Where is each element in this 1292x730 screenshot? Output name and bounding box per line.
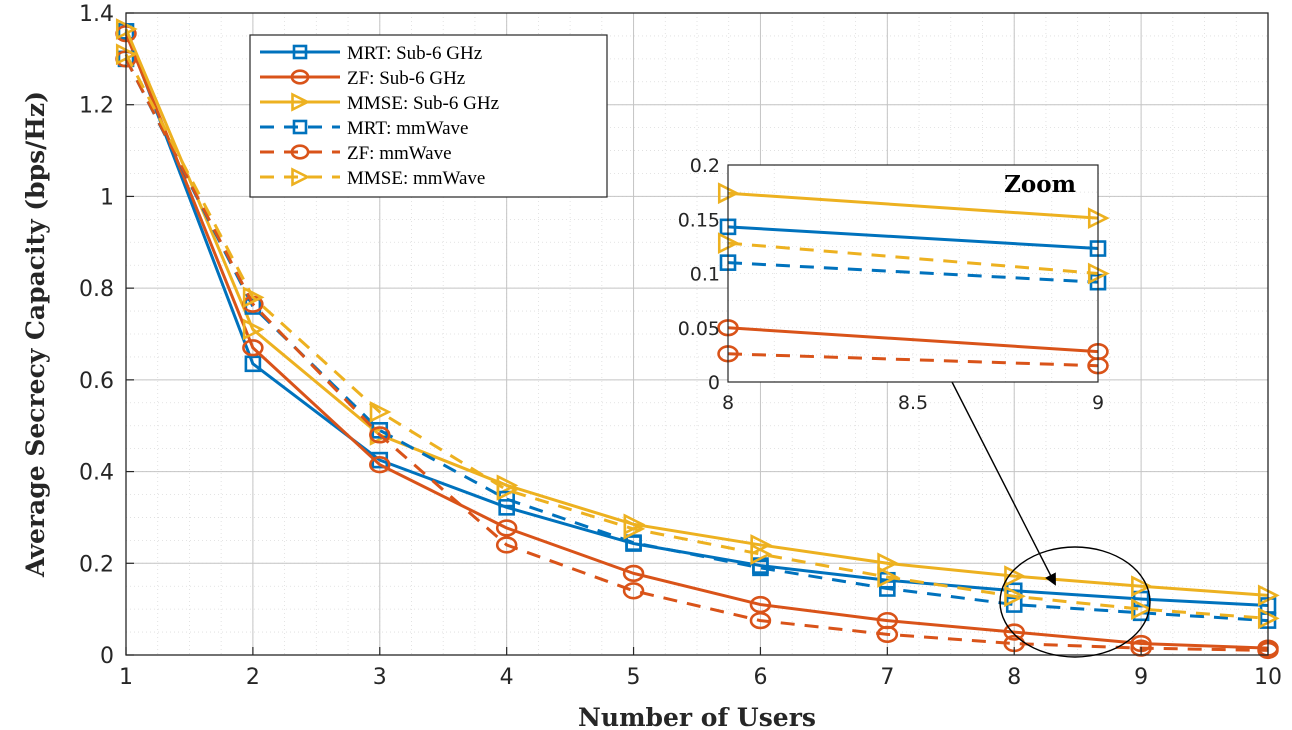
series-line-zf-mmwave bbox=[124, 58, 1269, 652]
y-tick-label: 0 bbox=[100, 644, 114, 669]
data-point-mmse-sub-6-ghz bbox=[1131, 575, 1153, 598]
legend-label: MMSE: mmWave bbox=[347, 168, 485, 189]
zoom-highlight-ellipse bbox=[999, 546, 1151, 658]
inset-x-tick-label: 8.5 bbox=[898, 392, 928, 414]
x-axis-label: Number of Users bbox=[578, 703, 816, 730]
inset-y-tick-label: 0.2 bbox=[690, 155, 720, 177]
legend-item-zf-mmwave: ZF: mmWave bbox=[260, 143, 452, 164]
inset-series-line bbox=[727, 191, 1099, 220]
x-tick-label: 3 bbox=[373, 665, 387, 690]
data-point-zf-sub-6-ghz bbox=[1003, 623, 1025, 641]
data-point-mrt-sub-6-ghz bbox=[244, 355, 262, 373]
y-tick-label: 1 bbox=[100, 185, 114, 210]
inset-x-tick-label: 8 bbox=[722, 392, 734, 414]
data-point-mmse-mmwave bbox=[496, 479, 519, 501]
zoom-arrow bbox=[951, 381, 1056, 586]
data-point-mmse-mmwave bbox=[877, 566, 899, 588]
series-line-mmse-sub-6-ghz bbox=[124, 28, 1269, 597]
legend-marker bbox=[291, 167, 311, 187]
y-tick-label: 1.2 bbox=[79, 94, 114, 119]
legend-box bbox=[249, 34, 608, 198]
legend-marker bbox=[292, 119, 308, 135]
inset-y-tick-label: 0.05 bbox=[678, 318, 720, 340]
series-line-mmse-mmwave bbox=[124, 53, 1269, 620]
data-point-mrt-mmwave bbox=[625, 534, 642, 551]
legend-label: MRT: mmWave bbox=[347, 118, 468, 139]
data-point-mmse-mmwave bbox=[242, 286, 265, 309]
inset-series-line bbox=[727, 352, 1099, 368]
x-tick-label: 8 bbox=[1007, 665, 1021, 690]
data-point-zf-mmwave bbox=[749, 611, 772, 630]
data-point-zf-mmwave bbox=[876, 625, 899, 644]
x-tick-label: 5 bbox=[627, 665, 641, 690]
inset-y-tick-label: 0.1 bbox=[690, 264, 720, 286]
data-point-zf-sub-6-ghz bbox=[622, 564, 645, 583]
y-tick-label: 0.6 bbox=[79, 369, 114, 394]
data-point-mmse-mmwave bbox=[750, 543, 773, 565]
main-ticks: 1 2 3 4 5 6 7 8 9 10 0 0.2 0.4 0.6 0.8 1 1.2 1.4 bbox=[79, 2, 1282, 690]
inset-x-tick-label: 9 bbox=[1092, 392, 1104, 414]
data-point-mmse-mmwave bbox=[1004, 585, 1026, 608]
inset-series-line bbox=[727, 326, 1099, 354]
inset-y-tick-label: 0.15 bbox=[678, 209, 720, 231]
y-tick-label: 0.8 bbox=[79, 277, 114, 302]
data-point-mmse-sub-6-ghz bbox=[877, 552, 899, 575]
inset-series-line bbox=[727, 225, 1099, 251]
legend-item-mmse-mmwave: MMSE: mmWave bbox=[260, 167, 485, 189]
data-point-zf-sub-6-ghz bbox=[369, 456, 391, 474]
legend-marker bbox=[292, 44, 308, 60]
main-series-layer bbox=[115, 18, 1280, 660]
inset-y-tick-label: 0 bbox=[708, 372, 720, 394]
inset-title: Zoom bbox=[1004, 171, 1076, 198]
data-point-mmse-mmwave bbox=[623, 518, 646, 540]
zoom-inset: 8 8.5 9 0 0.05 0.1 0.15 0.2 Zoom bbox=[678, 155, 1110, 414]
y-tick-label: 0.2 bbox=[79, 552, 114, 577]
x-tick-label: 9 bbox=[1134, 665, 1148, 690]
data-point-zf-sub-6-ghz bbox=[495, 519, 518, 537]
data-point-zf-mmwave bbox=[369, 426, 391, 444]
data-point-mmse-mmwave bbox=[369, 401, 392, 423]
data-point-mrt-mmwave bbox=[752, 559, 769, 577]
y-tick-label: 1.4 bbox=[79, 2, 114, 27]
legend-item-mmse-sub-6-ghz: MMSE: Sub-6 GHz bbox=[260, 92, 499, 114]
x-tick-label: 7 bbox=[880, 665, 894, 690]
legend-label: ZF: mmWave bbox=[347, 143, 452, 164]
inset-series-line bbox=[727, 261, 1099, 284]
x-tick-label: 6 bbox=[753, 665, 767, 690]
inset-frame bbox=[727, 164, 1099, 383]
data-point-zf-mmwave bbox=[495, 536, 518, 554]
legend-marker bbox=[290, 144, 310, 160]
legend-item-mrt-sub-6-ghz: MRT: Sub-6 GHz bbox=[260, 43, 482, 64]
inset-series-line bbox=[727, 241, 1099, 275]
x-tick-label: 4 bbox=[500, 665, 514, 690]
legend-label: MRT: Sub-6 GHz bbox=[347, 43, 482, 64]
data-point-mmse-mmwave bbox=[1131, 598, 1153, 620]
data-point-mmse-sub-6-ghz bbox=[1004, 565, 1026, 587]
legend-marker bbox=[290, 69, 310, 85]
data-point-zf-sub-6-ghz bbox=[242, 339, 264, 357]
data-point-zf-sub-6-ghz bbox=[749, 595, 772, 614]
legend-label: ZF: Sub-6 GHz bbox=[347, 68, 465, 89]
y-axis-label: Average Secrecy Capacity (bps/Hz) bbox=[21, 91, 50, 578]
legend: MRT: Sub-6 GHz ZF: Sub-6 GHz MMSE: Sub-6 G… bbox=[249, 34, 608, 198]
x-tick-label: 2 bbox=[246, 665, 260, 690]
main-plot-frame bbox=[125, 12, 1269, 656]
series-line-zf-sub-6-ghz bbox=[124, 33, 1269, 650]
legend-marker bbox=[291, 92, 311, 112]
data-point-mmse-sub-6-ghz bbox=[242, 318, 265, 341]
legend-label: MMSE: Sub-6 GHz bbox=[347, 93, 499, 114]
x-tick-label: 1 bbox=[119, 665, 133, 690]
legend-item-zf-sub-6-ghz: ZF: Sub-6 GHz bbox=[260, 68, 465, 89]
legend-item-mrt-mmwave: MRT: mmWave bbox=[260, 118, 468, 139]
data-point-zf-mmwave bbox=[622, 582, 645, 600]
x-tick-label: 10 bbox=[1254, 665, 1282, 690]
y-tick-label: 0.4 bbox=[79, 461, 114, 486]
